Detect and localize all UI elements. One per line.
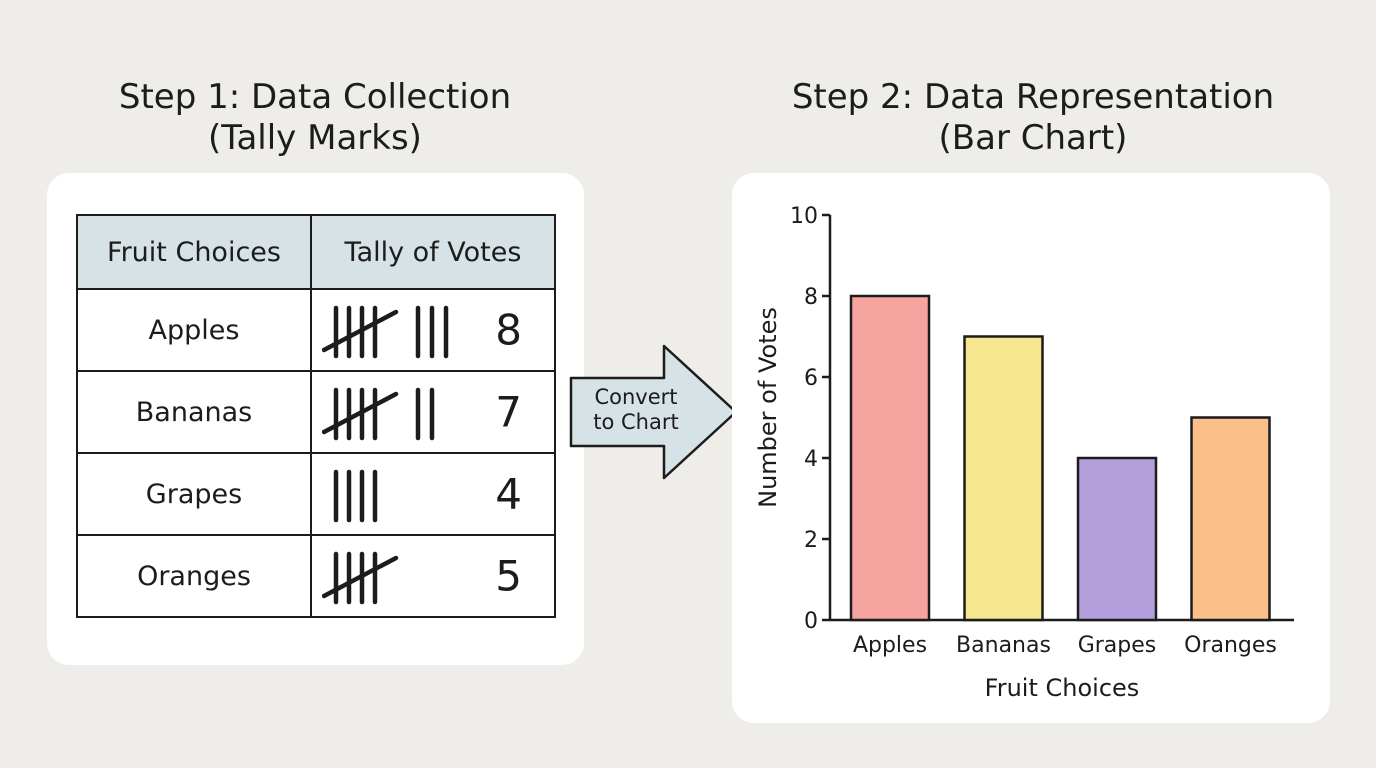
step2-title-line1: Step 2: Data Representation <box>791 77 1275 117</box>
x-tick-label-grapes: Grapes <box>1078 633 1157 658</box>
y-tick-label: 8 <box>804 285 818 310</box>
tally-table: Fruit Choices Tally of Votes Apples 8 <box>76 214 556 618</box>
fruit-name-grapes: Grapes <box>76 452 312 536</box>
tally-marks-grapes <box>333 469 378 523</box>
header-tally-of-votes: Tally of Votes <box>310 214 556 290</box>
bar-grapes <box>1076 456 1158 622</box>
step1-title: Step 1: Data Collection (Tally Marks) <box>65 77 565 159</box>
tally-marks-apples <box>322 305 449 359</box>
fruit-name-apples: Apples <box>76 288 312 372</box>
step1-title-line2: (Tally Marks) <box>208 118 422 158</box>
tally-header-row: Fruit Choices Tally of Votes <box>76 214 556 290</box>
vote-count-grapes: 4 <box>495 469 522 519</box>
tally-cell-apples: 8 <box>310 288 556 372</box>
table-row: Grapes 4 <box>76 452 556 536</box>
tally-cell-oranges: 5 <box>310 534 556 618</box>
vote-count-bananas: 7 <box>495 387 522 437</box>
vote-count-apples: 8 <box>495 305 522 355</box>
y-tick-label: 2 <box>804 528 818 553</box>
step1-title-line1: Step 1: Data Collection <box>118 77 512 117</box>
table-row: Oranges 5 <box>76 534 556 618</box>
table-row: Apples 8 <box>76 288 556 372</box>
arrow-label-line2: to Chart <box>593 410 679 434</box>
vote-count-oranges: 5 <box>495 551 522 601</box>
arrow-right-icon <box>569 344 738 480</box>
table-row: Bananas 7 <box>76 370 556 454</box>
y-tick-label: 4 <box>804 447 818 472</box>
arrow-label: Convert to Chart <box>569 385 703 435</box>
step2-title-line2: (Bar Chart) <box>938 118 1128 158</box>
x-tick-label-bananas: Bananas <box>956 633 1051 658</box>
bar-bananas <box>963 335 1044 622</box>
x-tick-label-apples: Apples <box>853 633 927 658</box>
tally-cell-bananas: 7 <box>310 370 556 454</box>
chart-panel: 0 2 4 6 8 10 Apples Bananas Grapes Oranges Fruit C… <box>732 173 1330 723</box>
bar-chart: 0 2 4 6 8 10 Apples Bananas Grapes Oranges Fruit C… <box>754 204 1294 702</box>
y-axis-label: Number of Votes <box>754 307 782 508</box>
bar-oranges <box>1190 416 1271 622</box>
bar-apples <box>849 294 931 622</box>
y-tick-label: 0 <box>804 609 818 634</box>
fruit-name-bananas: Bananas <box>76 370 312 454</box>
arrow-label-line1: Convert <box>594 385 678 409</box>
header-fruit-choices: Fruit Choices <box>76 214 312 290</box>
tally-panel: Fruit Choices Tally of Votes Apples 8 <box>47 173 584 665</box>
step2-title: Step 2: Data Representation (Bar Chart) <box>733 77 1333 159</box>
tally-cell-grapes: 4 <box>310 452 556 536</box>
convert-arrow: Convert to Chart <box>569 343 741 485</box>
x-tick-label-oranges: Oranges <box>1184 633 1277 658</box>
x-axis-label: Fruit Choices <box>985 674 1140 702</box>
y-tick-label: 10 <box>790 204 818 229</box>
tally-marks-bananas <box>322 387 435 441</box>
y-tick-label: 6 <box>804 366 818 391</box>
fruit-name-oranges: Oranges <box>76 534 312 618</box>
tally-marks-oranges <box>322 551 399 605</box>
